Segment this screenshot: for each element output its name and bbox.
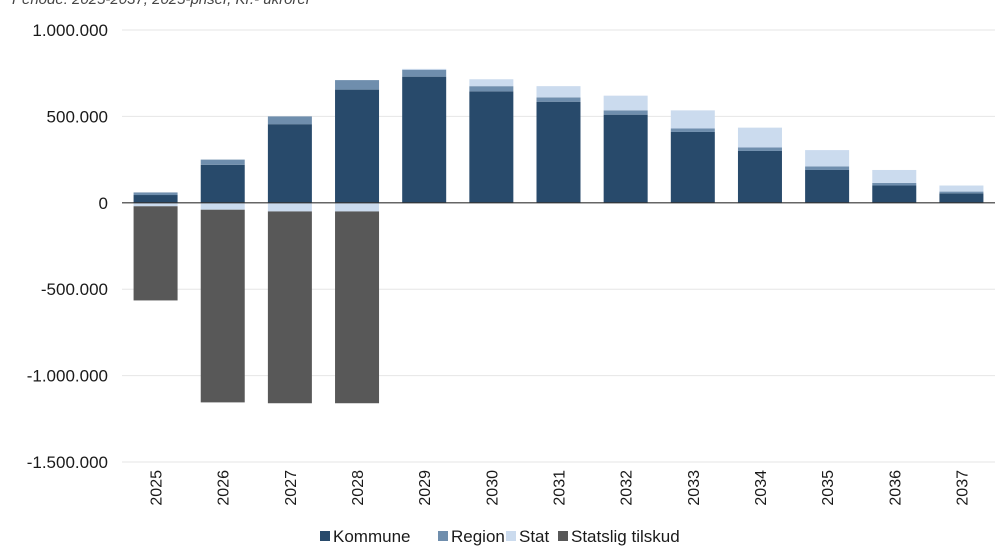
bar-segment (805, 169, 850, 203)
bar-segment (200, 202, 245, 210)
chart-subtitle: Periode: 2025-2037, 2025-priser, Kr.- uk… (12, 0, 312, 8)
bar-segment (939, 193, 984, 203)
bars (133, 68, 984, 404)
bar-segment (267, 124, 312, 203)
bar-segment (133, 192, 178, 196)
x-tick-label: 2033 (686, 470, 703, 506)
bar-segment (335, 89, 380, 203)
bar-segment (603, 110, 648, 115)
bar-segment (402, 68, 447, 70)
bar-segment (805, 166, 850, 170)
bar-segment (737, 147, 782, 151)
legend-swatch (438, 531, 448, 541)
bar-segment (335, 202, 380, 212)
bar-segment (670, 131, 715, 203)
legend-swatch (506, 531, 516, 541)
x-tick-label: 2037 (954, 470, 971, 506)
bar-segment (469, 86, 514, 92)
legend-item: Stat (506, 527, 550, 546)
y-tick-label: -500.000 (41, 280, 108, 299)
bar-segment (267, 116, 312, 125)
y-tick-label: -1.000.000 (27, 367, 108, 386)
legend-label: Statslig tilskud (571, 527, 680, 546)
bar-segment (737, 150, 782, 203)
x-axis-ticks: 2025 2026 2027 2028 2029 2030 2031 2032 2033 2034… (149, 470, 972, 506)
bar-segment (737, 127, 782, 148)
bar-segment (402, 69, 447, 77)
bar-segment (469, 91, 514, 203)
bar-segment (536, 97, 581, 102)
legend-item: Statslig tilskud (558, 527, 680, 546)
bar-segment (670, 128, 715, 132)
legend-item: Kommune (320, 527, 410, 546)
bar-segment (402, 76, 447, 203)
legend-item: Region (438, 527, 505, 546)
y-tick-label: 500.000 (47, 107, 108, 126)
bar-segment (872, 169, 917, 183)
x-tick-label: 2036 (887, 470, 904, 506)
bar-segment (603, 114, 648, 203)
bar-segment (267, 211, 312, 404)
bar-segment (536, 86, 581, 98)
x-tick-label: 2027 (283, 470, 300, 506)
y-axis-ticks: 1.000.000 500.000 0 -500.000 -1.000.000 -1.50… (27, 21, 108, 472)
x-tick-label: 2026 (216, 470, 233, 506)
bar-segment (670, 110, 715, 129)
bar-segment (805, 150, 850, 167)
bar-segment (267, 202, 312, 212)
x-tick-label: 2034 (753, 470, 770, 506)
x-tick-label: 2029 (417, 470, 434, 506)
bar-segment (469, 79, 514, 87)
y-tick-label: 0 (99, 194, 108, 213)
x-tick-label: 2031 (552, 470, 569, 506)
bar-segment (200, 159, 245, 165)
bar-segment (133, 195, 178, 203)
legend-label: Kommune (333, 527, 410, 546)
legend-swatch (558, 531, 568, 541)
y-tick-label: -1.500.000 (27, 453, 108, 472)
bar-segment (872, 182, 917, 186)
x-tick-label: 2035 (820, 470, 837, 506)
bar-segment (872, 185, 917, 203)
x-tick-label: 2030 (484, 470, 501, 506)
bar-segment (200, 209, 245, 403)
x-tick-label: 2032 (619, 470, 636, 506)
bar-segment (939, 185, 984, 192)
x-tick-label: 2028 (350, 470, 367, 506)
x-tick-label: 2025 (149, 470, 166, 506)
bar-segment (603, 95, 648, 111)
bar-segment (133, 206, 178, 301)
bar-segment (200, 164, 245, 203)
legend-swatch (320, 531, 330, 541)
y-tick-label: 1.000.000 (32, 21, 108, 40)
bar-segment (536, 101, 581, 203)
bar-segment (133, 202, 178, 207)
legend-label: Region (451, 527, 505, 546)
legend-label: Stat (519, 527, 550, 546)
bar-segment (335, 80, 380, 90)
legend: Kommune Region Stat Statslig tilskud (320, 527, 680, 546)
bar-segment (335, 211, 380, 404)
bar-segment (939, 191, 984, 194)
grid (122, 29, 995, 463)
